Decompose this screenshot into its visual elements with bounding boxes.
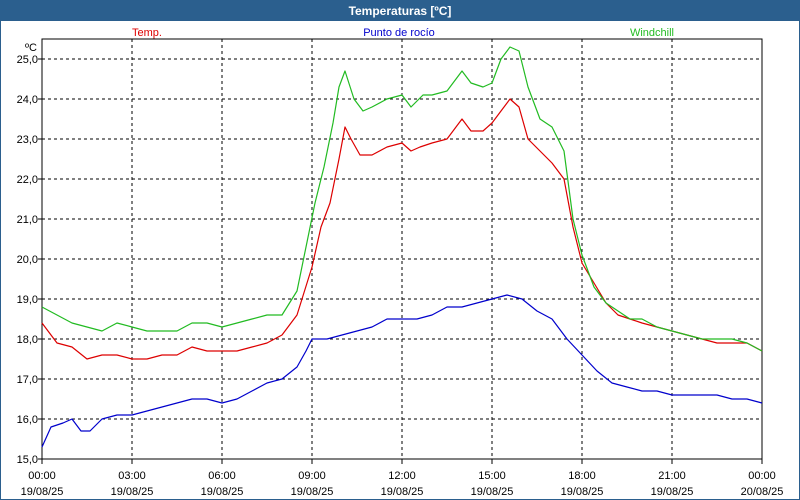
legend-entry: Windchill [630,27,674,39]
x-tick-date: 19/08/25 [381,486,424,498]
y-tick-label: 17,0 [17,374,38,386]
y-tick-label: 23,0 [17,134,38,146]
x-tick-date: 19/08/25 [201,486,244,498]
legend-entry: Punto de rocío [363,27,435,39]
x-tick-date: 19/08/25 [561,486,604,498]
y-tick-label: 20,0 [17,254,38,266]
x-tick-time: 03:00 [118,470,146,482]
y-unit-label: ºC [25,42,37,54]
y-tick-label: 21,0 [17,214,38,226]
x-tick-date: 19/08/25 [471,486,514,498]
x-tick-date: 19/08/25 [21,486,64,498]
y-tick-label: 24,0 [17,94,38,106]
y-tick-label: 18,0 [17,334,38,346]
series-line [41,98,763,360]
series-line [41,294,763,448]
x-tick-time: 00:00 [748,470,776,482]
y-tick-label: 16,0 [17,414,38,426]
x-tick-time: 06:00 [208,470,236,482]
x-tick-time: 21:00 [658,470,686,482]
y-tick-label: 22,0 [17,174,38,186]
y-tick-label: 15,0 [17,454,38,466]
y-tick-label: 19,0 [17,294,38,306]
series-line [41,46,763,352]
y-tick-label: 25,0 [17,54,38,66]
x-tick-time: 09:00 [298,470,326,482]
x-tick-date: 19/08/25 [291,486,334,498]
x-tick-time: 15:00 [478,470,506,482]
window-title: Temperaturas [ºC] [1,1,799,21]
legend-entry: Temp. [132,27,162,39]
temperature-chart: 15,0 16,0 17,0 18,0 19,0 20,0 21,0 22,0 23,0 24,0… [17,27,784,498]
x-tick-time: 00:00 [28,470,56,482]
x-tick-date: 19/08/25 [651,486,694,498]
x-tick-time: 12:00 [388,470,416,482]
x-tick-date: 19/08/25 [111,486,154,498]
x-tick-date: 20/08/25 [741,486,784,498]
x-tick-time: 18:00 [568,470,596,482]
